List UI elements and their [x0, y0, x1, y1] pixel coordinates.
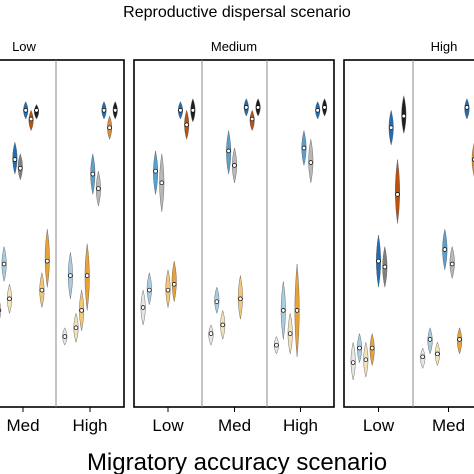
- median-point: [178, 108, 183, 113]
- median-point: [171, 282, 177, 287]
- median-point: [308, 160, 314, 165]
- median-point: [39, 287, 45, 293]
- panel-frame: [133, 59, 335, 408]
- median-point: [420, 354, 425, 360]
- median-point: [449, 261, 455, 267]
- x-axis-label: Migratory accuracy scenario: [87, 449, 387, 474]
- median-point: [184, 122, 189, 128]
- median-point: [457, 337, 462, 342]
- median-point: [442, 247, 448, 252]
- median-point: [249, 116, 255, 122]
- tick-label: Med: [6, 416, 39, 435]
- median-point: [18, 166, 23, 171]
- panels-group: Med High Low Med High Low Med: [0, 59, 474, 435]
- median-point: [112, 108, 118, 113]
- median-point: [62, 334, 68, 339]
- median-point: [376, 258, 381, 264]
- panel-0: Med High: [0, 59, 125, 435]
- median-point: [363, 357, 369, 362]
- median-point: [369, 345, 375, 351]
- median-point: [73, 325, 79, 331]
- median-point: [220, 322, 225, 328]
- panel-label-medium: Medium: [211, 39, 257, 54]
- median-point: [153, 168, 158, 174]
- panel-1: Low Med High: [133, 59, 335, 435]
- median-point: [395, 192, 400, 197]
- panel-2: Low Med: [343, 59, 474, 435]
- tick-label: High: [283, 416, 318, 435]
- median-point: [350, 360, 356, 365]
- median-point: [159, 180, 165, 186]
- violin: [171, 261, 177, 302]
- median-point: [244, 105, 249, 110]
- median-point: [238, 296, 243, 302]
- median-point: [0, 308, 1, 313]
- tick-label: Med: [218, 416, 251, 435]
- median-point: [274, 342, 279, 348]
- median-point: [1, 261, 7, 267]
- median-point: [165, 287, 171, 293]
- median-point: [96, 186, 101, 191]
- tick-label: High: [73, 416, 108, 435]
- median-point: [7, 296, 12, 302]
- panel-label-high: High: [431, 39, 458, 54]
- tick-label: Low: [363, 416, 395, 435]
- median-point: [107, 125, 112, 130]
- median-point: [401, 113, 407, 119]
- median-point: [281, 308, 286, 313]
- median-point: [382, 264, 388, 270]
- median-point: [68, 273, 73, 278]
- median-point: [79, 308, 84, 313]
- median-point: [214, 299, 220, 304]
- median-point: [28, 116, 34, 122]
- violin: [395, 159, 400, 224]
- median-point: [90, 171, 96, 177]
- median-point: [232, 163, 237, 168]
- median-point: [23, 108, 28, 113]
- median-point: [287, 331, 293, 336]
- panel-frame: [0, 59, 125, 408]
- median-point: [12, 157, 18, 162]
- median-point: [388, 125, 394, 130]
- median-point: [226, 148, 231, 154]
- median-point: [357, 345, 362, 351]
- tick-label: Low: [152, 416, 184, 435]
- median-point: [435, 351, 440, 357]
- median-point: [294, 308, 300, 313]
- median-point: [315, 108, 320, 113]
- median-point: [208, 331, 214, 336]
- median-point: [255, 105, 261, 110]
- median-point: [140, 305, 146, 310]
- median-point: [464, 105, 470, 110]
- panel-label-low: Low: [12, 39, 36, 54]
- median-point: [84, 273, 90, 278]
- median-point: [322, 105, 327, 110]
- median-point: [190, 108, 196, 113]
- median-point: [427, 337, 433, 342]
- median-point: [34, 108, 39, 113]
- chart-title: Reproductive dispersal scenario: [123, 4, 351, 21]
- median-point: [45, 258, 50, 264]
- median-point: [147, 287, 152, 293]
- median-point: [301, 145, 307, 151]
- violin: [44, 229, 50, 288]
- panel-frame: [343, 59, 474, 408]
- median-point: [101, 108, 107, 113]
- tick-label: Med: [432, 416, 465, 435]
